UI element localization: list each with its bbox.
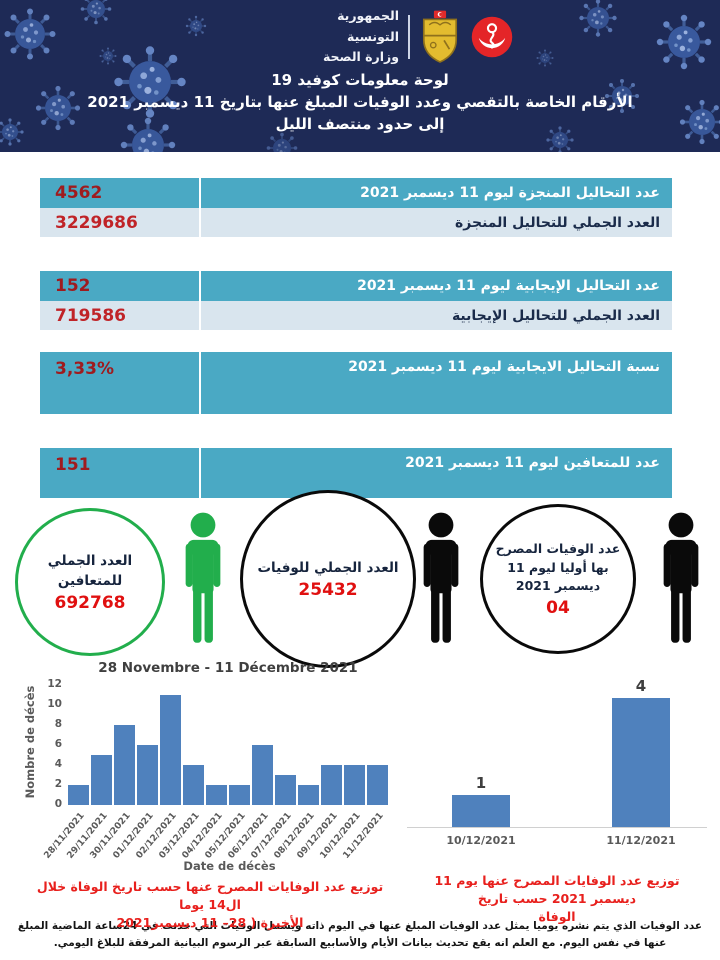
deaths-total-label: العدد الجملي للوفيات [257, 559, 399, 576]
bar-02/12/2021 [160, 695, 181, 805]
bar-10/12/2021 [452, 795, 510, 827]
left-chart-plot [68, 685, 391, 805]
brand-row: الجمهورية التونسية وزارة الصحة [293, 6, 514, 68]
recovered-total-circle: العدد الجملي للمتعافين 692768 [15, 508, 165, 656]
health-ministry-logo-icon [471, 16, 512, 58]
left-chart-ytick-4: 4 [54, 758, 62, 770]
recovered-total-label: العدد الجملي للمتعافين [47, 552, 133, 589]
charts-section: 28 Novembre - 11 Décembre 2021 Nombre de… [0, 660, 720, 930]
right-chart-xtick-11/12/2021: 11/12/2021 [606, 834, 676, 847]
header-banner: الجمهورية التونسية وزارة الصحة [0, 0, 720, 152]
deaths-by-date-chart: 28 Novembre - 11 Décembre 2021 Nombre de… [18, 660, 398, 930]
bar-03/12/2021 [183, 765, 204, 805]
recovered-person-icon [185, 512, 221, 643]
title-line1: لوحة معلومات كوفيد 19 [271, 71, 449, 89]
data-label-11/12/2021: 4 [635, 677, 647, 695]
deaths-total-value: 25432 [298, 580, 358, 601]
bar-01/12/2021 [137, 745, 158, 805]
new-deaths-label-line3: ديسمبر 2021 [515, 578, 601, 594]
ministry-line1: الجمهورية التونسية [337, 8, 399, 44]
left-chart-caption: توزيع عدد الوفايات المصرح عنها حسب تاريخ… [36, 879, 384, 931]
totals-section: العدد الجملي للمتعافين 692768 العدد الجم… [0, 490, 720, 668]
tests-table: 4562 عدد التحاليل المنجزة ليوم 11 ديسمبر… [40, 178, 672, 237]
recovered-day-table: 151 عدد للمتعافين ليوم 11 ديسمبر 2021 [40, 448, 672, 498]
title-line2: الأرقام الخاصة بالتقصي وعدد الوفيات المب… [87, 92, 633, 111]
deaths-person-icon [423, 512, 459, 643]
new-deaths-label-line2: بها أوليا ليوم 11 [507, 559, 609, 575]
stat-row-tests-day: 4562 عدد التحاليل المنجزة ليوم 11 ديسمبر… [40, 178, 672, 208]
left-chart-xlabel: Date de décès [183, 859, 276, 873]
positivity-rate-label: نسبة التحاليل الايجابية ليوم 11 ديسمبر 2… [348, 359, 660, 375]
bar-07/12/2021 [275, 775, 296, 805]
stat-row-tests-total: 3229686 العدد الجملي للتحاليل المنجزة [40, 208, 672, 237]
title-line3: إلى حدود منتصف الليل [275, 114, 445, 133]
bar-09/12/2021 [321, 765, 342, 805]
stat-row-positivity-rate: 3,33% نسبة التحاليل الايجابية ليوم 11 دي… [40, 352, 672, 414]
right-chart-caption: توزيع عدد الوفايات المصرح عنها يوم 11 دي… [434, 873, 680, 925]
new-deaths-label-line1: عدد الوفيات المصرح [495, 540, 621, 556]
new-deaths-value: 04 [546, 598, 570, 619]
positivity-rate-value: 3,33% [40, 352, 201, 414]
tests-total-value: 3229686 [40, 208, 201, 237]
left-chart-ytick-6: 6 [54, 738, 62, 750]
tests-day-value: 4562 [40, 178, 201, 208]
bar-05/12/2021 [229, 785, 250, 805]
bar-29/11/2021 [91, 755, 112, 805]
tunisia-coat-of-arms-icon [422, 10, 457, 63]
ministry-line2: وزارة الصحة [322, 49, 399, 65]
bar-28/11/2021 [68, 785, 89, 805]
bar-11/12/2021 [612, 698, 670, 827]
positive-day-value: 152 [40, 271, 201, 301]
deaths-total-circle: العدد الجملي للوفيات 25432 [240, 490, 416, 668]
left-chart-ytick-8: 8 [54, 718, 62, 730]
stat-row-recovered-day: 151 عدد للمتعافين ليوم 11 ديسمبر 2021 [40, 448, 672, 498]
stat-row-positive-total: 719586 العدد الجملي للتحاليل الإيجابية [40, 301, 672, 330]
recovered-day-label: عدد للمتعافين ليوم 11 ديسمبر 2021 [405, 455, 660, 471]
tests-total-label: العدد الجملي للتحاليل المنجزة [455, 214, 660, 231]
stat-row-positive-day: 152 عدد التحاليل الإيجابية ليوم 11 ديسمب… [40, 271, 672, 301]
positive-total-value: 719586 [40, 301, 201, 330]
dashboard-title: لوحة معلومات كوفيد 19 الأرقام الخاصة بال… [0, 70, 720, 135]
positive-day-label: عدد التحاليل الإيجابية ليوم 11 ديسمبر 20… [357, 278, 660, 294]
recovered-total-value: 692768 [54, 593, 126, 614]
tests-day-label: عدد التحاليل المنجزة ليوم 11 ديسمبر 2021 [360, 185, 660, 201]
recovered-day-value: 151 [40, 448, 201, 498]
data-label-10/12/2021: 1 [475, 774, 487, 792]
bar-30/11/2021 [114, 725, 135, 805]
bar-04/12/2021 [206, 785, 227, 805]
left-chart-ytick-2: 2 [54, 778, 62, 790]
left-chart-ytick-10: 10 [47, 698, 62, 710]
new-deaths-person-icon [663, 512, 699, 643]
left-chart-ylabel: Nombre de décès [23, 685, 37, 799]
footer-note: عدد الوفيات الذي يتم نشره يوميا يمثل عدد… [17, 920, 703, 949]
left-chart-ytick-12: 12 [47, 678, 62, 690]
new-deaths-chart: Nombre de nouveaux décès 14 توزيع عدد ال… [402, 660, 712, 924]
positivity-rate-table: 3,33% نسبة التحاليل الايجابية ليوم 11 دي… [40, 352, 672, 414]
left-chart-ytick-0: 0 [54, 798, 62, 810]
positive-total-label: العدد الجملي للتحاليل الإيجابية [451, 307, 660, 324]
bar-08/12/2021 [298, 785, 319, 805]
new-deaths-circle: عدد الوفيات المصرح بها أوليا ليوم 11 ديس… [480, 504, 636, 654]
positive-table: 152 عدد التحاليل الإيجابية ليوم 11 ديسمب… [40, 271, 672, 330]
bar-06/12/2021 [252, 745, 273, 805]
right-chart-xtick-10/12/2021: 10/12/2021 [446, 834, 516, 847]
ministry-name: الجمهورية التونسية وزارة الصحة [293, 6, 399, 68]
left-chart-title: 28 Novembre - 11 Décembre 2021 [98, 660, 358, 676]
bar-11/12/2021 [367, 765, 388, 805]
brand-divider [408, 14, 410, 59]
bar-10/12/2021 [344, 765, 365, 805]
